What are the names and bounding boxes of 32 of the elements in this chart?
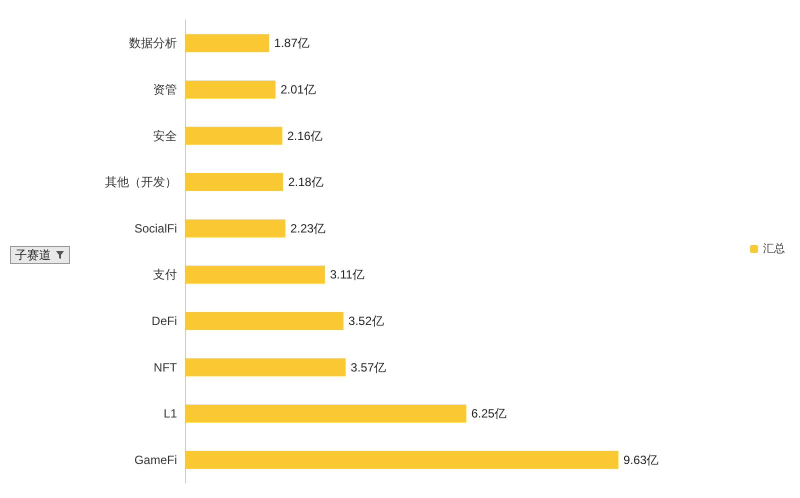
- field-button: 子赛道: [10, 246, 70, 264]
- bar: [185, 34, 270, 52]
- y-tick-label: DeFi: [152, 314, 177, 328]
- data-label: 2.01亿: [280, 82, 316, 96]
- data-label: 2.18亿: [288, 175, 324, 190]
- data-label: 1.87亿: [274, 36, 310, 50]
- data-label: 9.63亿: [623, 452, 659, 467]
- y-tick-label: L1: [164, 406, 178, 421]
- bar: [185, 404, 466, 423]
- bar: [185, 450, 618, 469]
- bar: [185, 266, 325, 284]
- data-label: 3.52亿: [348, 314, 384, 328]
- bar: [185, 80, 276, 98]
- y-tick-label: 安全: [153, 128, 177, 143]
- data-label: 2.23亿: [290, 221, 326, 236]
- bar: [185, 358, 346, 376]
- data-label: 3.57亿: [350, 360, 386, 374]
- y-tick-label: GameFi: [134, 452, 177, 467]
- y-tick-label: SocialFi: [134, 221, 177, 236]
- y-tick-label: NFT: [154, 360, 178, 374]
- y-tick-label: 资管: [153, 82, 177, 96]
- bar: [185, 219, 286, 238]
- bar: [185, 126, 282, 145]
- data-label: 3.11亿: [330, 268, 364, 282]
- data-label: 6.25亿: [471, 406, 507, 421]
- legend-label: 汇总: [763, 242, 785, 255]
- y-tick-label: 其他（开发）: [105, 175, 177, 190]
- bar: [185, 173, 284, 192]
- data-label: 2.16亿: [287, 128, 323, 143]
- bar: [185, 312, 344, 330]
- y-tick-label: 数据分析: [129, 36, 177, 50]
- y-tick-label: 支付: [153, 268, 177, 282]
